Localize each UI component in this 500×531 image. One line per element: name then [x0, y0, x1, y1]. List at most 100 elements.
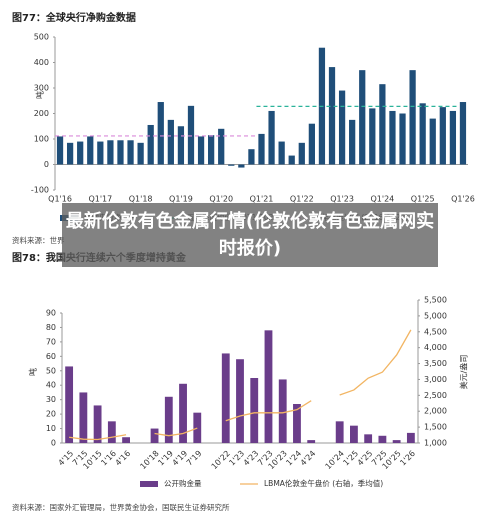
bar: [56, 136, 64, 165]
bar: [117, 140, 124, 165]
y-tick-label: 90: [46, 309, 56, 318]
y-tick-label: 70: [46, 337, 56, 346]
x-tick-label: 4'16: [114, 449, 133, 468]
y-tick-label: 80: [46, 323, 56, 332]
y-tick-label: -100: [31, 186, 49, 195]
line: [69, 329, 412, 441]
chart-title: 图77：全球央行净购金数据: [12, 11, 136, 24]
bar: [419, 103, 426, 165]
y-tick-label: 30: [46, 395, 56, 404]
bar: [193, 412, 202, 443]
y2-tick-label: 1,000: [424, 439, 447, 448]
x-tick-label: Q1'18: [129, 195, 153, 204]
bar: [264, 330, 273, 443]
bar: [167, 119, 174, 165]
x-tick-label: Q1'20: [209, 195, 233, 204]
x-tick-label: Q1'17: [88, 195, 112, 204]
source: 资料来源：世界: [12, 235, 65, 245]
y-tick-label: 60: [46, 352, 56, 361]
bar: [127, 140, 134, 165]
bar: [406, 432, 415, 443]
bar: [278, 379, 287, 443]
bar: [77, 141, 84, 165]
bar: [278, 141, 285, 165]
y-tick-label: 500: [34, 33, 49, 42]
bar: [107, 421, 116, 443]
bar: [164, 396, 173, 443]
bar: [79, 392, 88, 443]
y-tick-label: 10: [46, 424, 56, 433]
bar: [389, 110, 396, 165]
bar: [218, 128, 225, 165]
bar: [248, 149, 255, 165]
banner-text: 最新伦敦有色金属行情(伦敦伦敦有色金属网实时报价): [65, 211, 435, 259]
bar: [66, 142, 74, 165]
bar: [308, 123, 315, 165]
legend-label: 公开购金量: [164, 478, 202, 488]
y2-tick-label: 5,500: [424, 296, 447, 305]
y-tick-label: 400: [34, 58, 49, 67]
bar: [221, 353, 230, 443]
y2-tick-label: 3,500: [424, 359, 447, 368]
bar: [459, 102, 467, 165]
bar: [288, 155, 295, 165]
bar: [87, 136, 94, 165]
x-tick-label: 7'19: [185, 449, 204, 468]
bar: [399, 113, 406, 165]
y-tick-label: 40: [46, 381, 56, 390]
x-tick-label: Q1'25: [411, 195, 435, 204]
bar: [65, 366, 74, 443]
x-tick-label: Q1'16: [48, 195, 72, 204]
x-tick-label: 1'26: [398, 449, 417, 468]
bar: [359, 70, 366, 165]
y-tick-label: 100: [34, 135, 49, 144]
y-tick-label: 20: [46, 410, 56, 419]
bar: [378, 435, 387, 443]
bar: [208, 135, 215, 165]
y2-tick-label: 5,000: [424, 311, 447, 320]
bar: [307, 440, 316, 443]
bar: [238, 164, 245, 168]
bar: [150, 428, 159, 443]
legend-label: LBMA伦敦金午盘价 (右轴，季均值): [264, 478, 383, 488]
bar: [147, 124, 154, 165]
bar: [250, 378, 259, 443]
bar: [338, 90, 346, 165]
bar: [137, 142, 144, 165]
bar: [177, 126, 185, 165]
bar: [293, 404, 301, 443]
y2-tick-label: 3,000: [424, 375, 447, 384]
x-tick-label: Q1'26: [451, 195, 475, 204]
bar: [97, 141, 104, 165]
y2-axis-label: 美元/盎司: [459, 355, 469, 390]
y2-tick-label: 4,500: [424, 327, 447, 336]
bar: [429, 118, 436, 165]
y2-tick-label: 4,000: [424, 343, 447, 352]
bar: [369, 108, 376, 165]
y-tick-label: 200: [34, 109, 49, 118]
bar: [328, 67, 336, 165]
y-axis-label: 吨: [35, 91, 45, 99]
bar: [258, 133, 265, 165]
bar: [157, 102, 164, 165]
bar: [409, 70, 416, 165]
source: 资料来源：国家外汇管理局，世界黄金协会，国联民生证券研究所: [12, 502, 230, 512]
bar: [379, 84, 386, 165]
y-tick-label: 0: [44, 160, 49, 169]
bar: [268, 110, 275, 165]
bar: [364, 434, 373, 443]
bar: [187, 105, 195, 165]
y-tick-label: 300: [34, 84, 49, 93]
x-tick-label: Q1'24: [370, 195, 394, 204]
x-tick-label: Q1'21: [250, 195, 274, 204]
y-tick-label: 0: [51, 439, 56, 448]
bar: [350, 425, 358, 443]
bar: [122, 437, 130, 443]
bar: [107, 140, 114, 165]
y-axis-label: 吨: [28, 368, 38, 376]
bar: [335, 421, 344, 443]
bar: [197, 136, 205, 165]
bar: [236, 359, 244, 443]
